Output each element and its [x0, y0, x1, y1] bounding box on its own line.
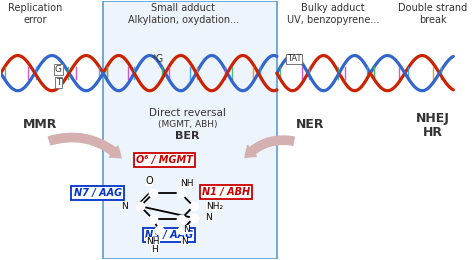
- Text: Small adduct
Alkylation, oxydation...: Small adduct Alkylation, oxydation...: [128, 3, 239, 25]
- Text: N3 / AAG: N3 / AAG: [145, 230, 193, 240]
- FancyArrowPatch shape: [48, 133, 121, 158]
- Text: NH: NH: [180, 179, 193, 188]
- Text: HR: HR: [422, 126, 443, 139]
- Text: NER: NER: [296, 118, 324, 131]
- Text: T: T: [56, 78, 61, 87]
- Text: *G: *G: [152, 54, 164, 64]
- Text: N: N: [121, 202, 128, 211]
- Text: Bulky adduct
UV, benzopyrene...: Bulky adduct UV, benzopyrene...: [287, 3, 379, 25]
- Text: (MGMT, ABH): (MGMT, ABH): [158, 120, 218, 129]
- Text: H: H: [151, 245, 158, 254]
- Text: O⁶ / MGMT: O⁶ / MGMT: [136, 155, 193, 165]
- Text: N: N: [205, 213, 212, 222]
- FancyBboxPatch shape: [103, 1, 277, 259]
- Text: NHEJ: NHEJ: [416, 112, 449, 125]
- Text: BER: BER: [175, 132, 200, 141]
- Text: Direct reversal: Direct reversal: [149, 108, 226, 118]
- Text: N1 / ABH: N1 / ABH: [202, 187, 250, 197]
- Text: Double strand
break: Double strand break: [398, 3, 467, 25]
- Text: MMR: MMR: [23, 118, 57, 131]
- Text: TAT: TAT: [287, 54, 301, 63]
- Text: N: N: [181, 237, 188, 246]
- FancyArrowPatch shape: [245, 136, 294, 158]
- Text: N: N: [183, 225, 190, 234]
- Text: Replication
error: Replication error: [8, 3, 63, 25]
- Text: O: O: [146, 176, 154, 186]
- Text: NH₂: NH₂: [206, 202, 223, 211]
- Text: N7 / AAG: N7 / AAG: [73, 188, 122, 198]
- Text: G: G: [55, 65, 62, 74]
- Text: NH: NH: [146, 237, 160, 246]
